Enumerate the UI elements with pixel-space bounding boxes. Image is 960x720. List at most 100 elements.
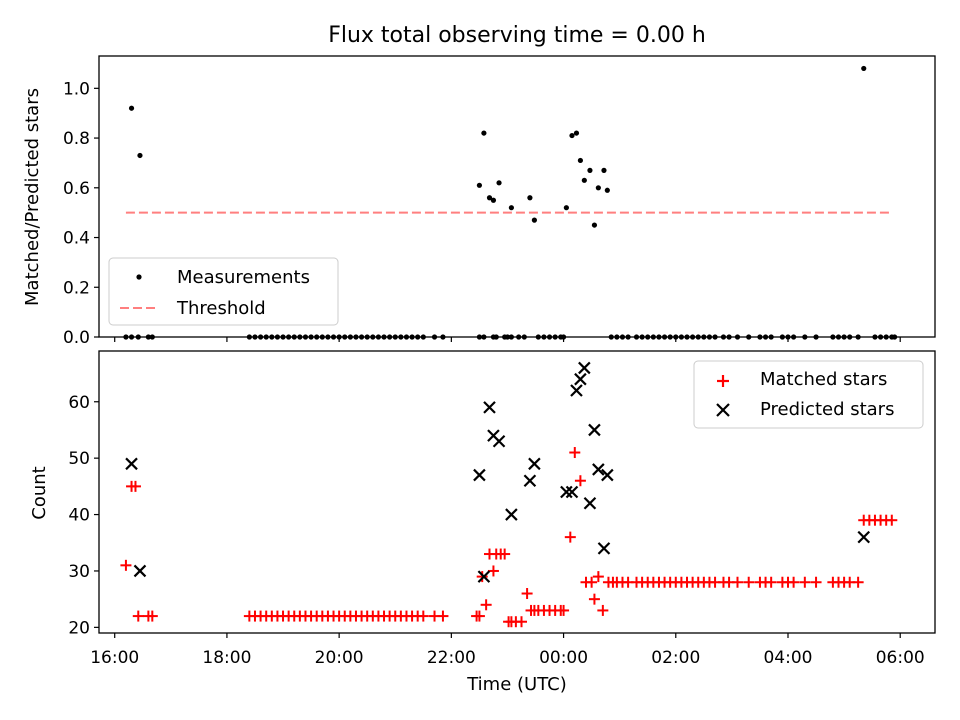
matched-star-marker: [588, 593, 600, 605]
measurement-point: [587, 167, 593, 173]
matched-star-marker: [558, 604, 570, 616]
predicted-star-marker: [570, 384, 583, 397]
matched-star-marker: [132, 610, 144, 622]
bottom-y-axis-label: Count: [29, 466, 50, 519]
top-y-tick-label: 0.0: [63, 328, 90, 348]
legend-measurements-marker: [136, 274, 142, 280]
predicted-star-marker: [588, 423, 601, 437]
bottom-y-tick-label: 30: [68, 562, 90, 582]
matched-star-marker: [129, 480, 141, 492]
measurement-point: [531, 217, 537, 223]
predicted-star-marker: [477, 570, 491, 583]
measurement-point: [581, 177, 587, 183]
predicted-star-marker: [505, 508, 518, 521]
x-tick-label: 06:00: [876, 648, 925, 668]
matched-star-marker: [886, 514, 898, 526]
measurement-point: [527, 195, 533, 201]
top-y-tick-label: 0.4: [63, 229, 90, 249]
top-y-axis-label: Matched/Predicted stars: [22, 88, 43, 306]
top-y-tick-label: 0.6: [63, 179, 90, 199]
measurement-point: [595, 185, 601, 191]
measurement-point: [496, 180, 502, 186]
matched-star-marker: [810, 576, 822, 588]
measurement-point: [486, 195, 493, 201]
top-legend: Measurements Threshold: [108, 257, 339, 326]
matched-star-marker: [417, 610, 429, 622]
matched-star-marker: [480, 599, 492, 611]
measurement-point: [137, 152, 143, 159]
predicted-star-marker: [523, 474, 537, 487]
matched-star-marker: [574, 475, 586, 487]
bottom-legend-box: [693, 360, 924, 429]
matched-star-marker: [597, 604, 609, 616]
predicted-star-marker: [528, 457, 541, 471]
x-tick-label: 16:00: [90, 648, 139, 668]
predicted-star-marker: [125, 457, 138, 471]
matched-star-marker: [499, 548, 511, 560]
bottom-y-tick-label: 20: [68, 618, 90, 638]
matched-star-marker: [569, 447, 581, 459]
measurement-point: [569, 132, 575, 139]
matched-star-marker: [521, 588, 533, 600]
bottom-y-tick-label: 50: [68, 449, 90, 469]
predicted-star-marker: [473, 468, 486, 482]
matched-star-marker: [487, 565, 499, 577]
legend-measurements-label: Measurements: [177, 267, 310, 288]
bottom-y-tick-label: 60: [68, 393, 90, 413]
bottom-y-tick-label: 40: [68, 506, 90, 526]
measurement-point: [508, 205, 514, 211]
top-chart-title: Flux total observing time = 0.00 h: [328, 23, 706, 48]
matched-star-marker: [120, 559, 132, 571]
top-y-tick-label: 0.8: [63, 129, 90, 149]
predicted-star-marker: [578, 361, 591, 375]
legend-predicted-label: Predicted stars: [760, 399, 894, 420]
matched-star-marker: [799, 576, 811, 588]
measurement-point: [563, 205, 569, 211]
top-y-tick-label: 0.2: [63, 278, 90, 298]
top-y-tick-label: 1.0: [63, 79, 90, 99]
x-tick-label: 18:00: [202, 648, 251, 668]
matched-star-marker: [437, 610, 449, 622]
measurement-point: [481, 130, 487, 136]
measurement-point: [490, 197, 497, 203]
measurement-point: [573, 130, 580, 136]
predicted-star-marker: [857, 530, 871, 544]
predicted-star-marker: [601, 468, 614, 482]
predicted-star-marker: [483, 401, 496, 414]
bottom-plot-frame: [98, 350, 936, 634]
predicted-star-marker: [565, 485, 579, 499]
predicted-star-marker: [583, 497, 597, 510]
matched-star-marker: [592, 571, 604, 583]
x-tick-label: 20:00: [315, 648, 364, 668]
x-tick-label: 02:00: [651, 648, 700, 668]
bottom-panel: 20 30 40 50 60 16:00 18:00 20:00 22:00 00:00 02:0…: [29, 350, 936, 695]
bottom-legend: Matched stars Predicted stars: [693, 360, 924, 429]
x-tick-label: 00:00: [539, 648, 588, 668]
measurement-point: [591, 222, 598, 228]
legend-matched-label: Matched stars: [760, 369, 887, 390]
predicted-star-marker: [560, 485, 573, 499]
top-legend-box: [108, 257, 339, 326]
legend-matched-marker: [717, 375, 729, 387]
matched-star-marker: [765, 576, 777, 588]
matched-star-marker: [788, 576, 800, 588]
measurement-point: [577, 157, 584, 164]
x-tick-label: 04:00: [763, 648, 812, 668]
predicted-star-marker: [492, 434, 506, 448]
predicted-star-marker: [574, 372, 587, 386]
measurement-point: [476, 182, 483, 188]
predicted-star-marker: [133, 564, 147, 578]
matched-star-marker: [476, 571, 488, 583]
legend-threshold-label: Threshold: [176, 298, 266, 319]
matched-star-marker: [743, 576, 755, 588]
measurement-point: [601, 167, 607, 173]
predicted-star-marker: [592, 463, 605, 476]
measurement-point: [861, 65, 867, 72]
predicted-star-marker: [597, 542, 611, 555]
measurement-point: [604, 187, 610, 193]
x-axis-label: Time (UTC): [466, 674, 567, 695]
matched-star-marker: [564, 531, 576, 543]
matched-star-marker: [586, 576, 598, 588]
top-plot-frame: [98, 55, 936, 338]
